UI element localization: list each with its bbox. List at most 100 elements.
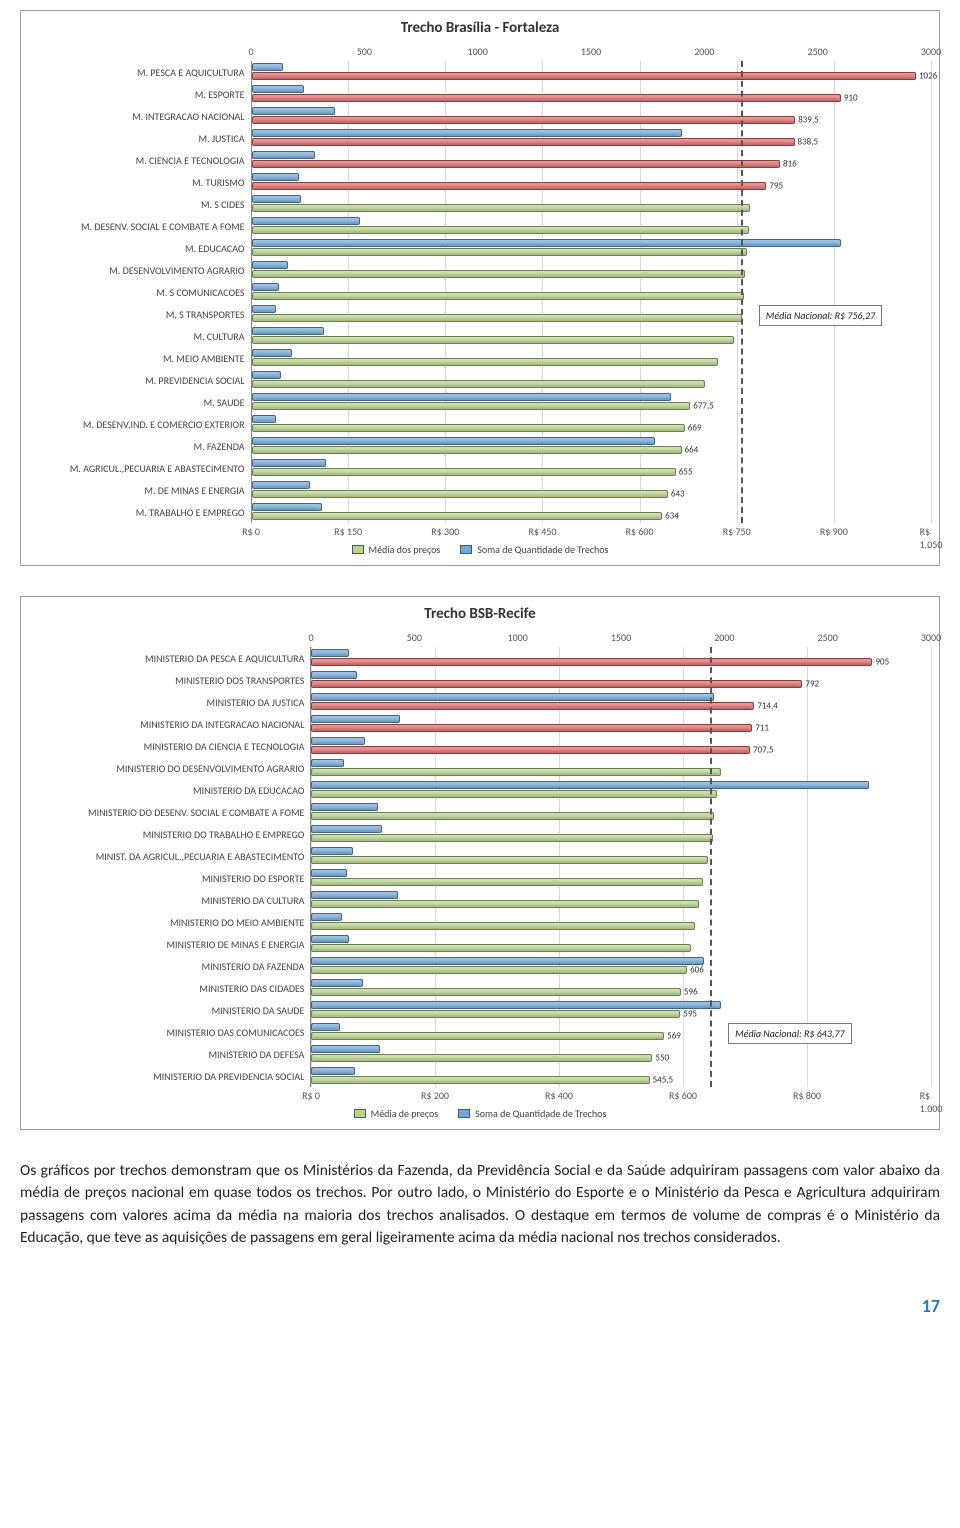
qty-bar [311, 935, 348, 943]
chart-row: M. AGRICUL.,PECUARIA E ABASTECIMENTO655 [31, 457, 929, 479]
chart-row: MINISTERIO DO DESENV. SOCIAL E COMBATE A… [31, 801, 929, 823]
qty-bar [311, 913, 342, 921]
bars-cell: 905 [310, 647, 929, 669]
bars-cell: 596 [310, 977, 929, 999]
price-bar [311, 680, 802, 688]
price-label: 643 [668, 489, 685, 500]
price-bar [311, 724, 752, 732]
qty-bar [252, 261, 288, 269]
mean-box: Média Nacional: R$ 643,77 [728, 1023, 851, 1044]
price-bar [252, 358, 718, 366]
chart-row: MINISTERIO DE MINAS E ENERGIA [31, 933, 929, 955]
category-label: M. INTEGRACAO NACIONAL [31, 105, 251, 127]
chart-row: MINISTERIO DA PESCA E AQUICULTURA905 [31, 647, 929, 669]
qty-bar [252, 437, 655, 445]
price-bar [252, 468, 676, 476]
qty-bar [252, 371, 281, 379]
qty-bar [252, 239, 841, 247]
qty-bar [311, 1023, 340, 1031]
bars-cell [310, 823, 929, 845]
chart-row: M. FAZENDA664 [31, 435, 929, 457]
category-label: MINISTERIO DA INTEGRACAO NACIONAL [31, 713, 310, 735]
price-bar [252, 204, 751, 212]
price-bar [252, 314, 743, 322]
price-bar [311, 922, 694, 930]
category-label: M. PREVIDENCIA SOCIAL [31, 369, 251, 391]
bars-cell: 711 [310, 713, 929, 735]
plot-area: MINISTERIO DA PESCA E AQUICULTURA905 MINI… [31, 647, 929, 1087]
price-bar [311, 1010, 680, 1018]
chart-row: MINISTERIO DA EDUCACAO [31, 779, 929, 801]
category-label: M. S CIDES [31, 193, 251, 215]
bars-cell [310, 889, 929, 911]
qty-bar [311, 1045, 379, 1053]
axis-tick: 500 [407, 631, 422, 644]
category-label: M. DE MINAS E ENERGIA [31, 479, 251, 501]
qty-bar [311, 847, 352, 855]
bars-cell: 1026 [251, 61, 929, 83]
qty-bar [252, 283, 279, 291]
legend-swatch [352, 545, 364, 554]
bars-cell: 795 [251, 171, 929, 193]
bars-cell: 550 [310, 1043, 929, 1065]
bars-cell: 792 [310, 669, 929, 691]
legend-item: Soma de Quantidade de Trechos [458, 1107, 606, 1120]
qty-bar [311, 737, 365, 745]
bars-cell: 714,4 [310, 691, 929, 713]
price-bar [311, 834, 713, 842]
bars-cell [251, 237, 929, 259]
legend-label: Soma de Quantidade de Trechos [475, 1107, 606, 1120]
legend-swatch [460, 545, 472, 554]
chart-row: M. DE MINAS E ENERGIA 643 [31, 479, 929, 501]
bars-cell: 677,5 [251, 391, 929, 413]
chart-row: M. S COMUNICACOES [31, 281, 929, 303]
price-label: 550 [652, 1053, 669, 1064]
category-label: MINISTERIO DAS COMUNICACOES [31, 1021, 310, 1043]
bars-cell: 910 [251, 83, 929, 105]
price-bar [252, 226, 749, 234]
price-bar [311, 768, 720, 776]
mean-box: Média Nacional: R$ 756,27 [759, 305, 882, 326]
axis-tick: R$ 300 [431, 525, 459, 538]
axis-tick: 1000 [468, 45, 488, 58]
analysis-paragraph: Os gráficos por trechos demonstram que o… [20, 1160, 940, 1250]
category-label: MINISTERIO DA FAZENDA [31, 955, 310, 977]
qty-bar [252, 481, 311, 489]
qty-bar [311, 715, 400, 723]
legend-swatch [354, 1109, 366, 1118]
qty-bar [252, 217, 361, 225]
category-label: M. CULTURA [31, 325, 251, 347]
category-label: M. JUSTICA [31, 127, 251, 149]
qty-bar [311, 671, 356, 679]
chart-row: MINISTERIO DO ESPORTE [31, 867, 929, 889]
bars-cell: 655 [251, 457, 929, 479]
bars-cell: 816 [251, 149, 929, 171]
chart-bsb-recife: Trecho BSB-Recife 05001000150020002500300… [20, 596, 940, 1130]
price-bar [252, 138, 795, 146]
category-label: MINISTERIO DO DESENVOLVIMENTO AGRARIO [31, 757, 310, 779]
top-axis: 050010001500200025003000 [311, 631, 931, 647]
category-label: M. S TRANSPORTES [31, 303, 251, 325]
price-label: 714,4 [754, 701, 778, 712]
chart-title: Trecho BSB-Recife [31, 605, 929, 623]
axis-tick: 2000 [694, 45, 714, 58]
axis-tick: 2500 [808, 45, 828, 58]
qty-bar [311, 869, 346, 877]
qty-bar [252, 305, 277, 313]
bars-cell: 643 [251, 479, 929, 501]
price-bar [311, 1032, 664, 1040]
bars-cell [310, 757, 929, 779]
bars-cell [251, 347, 929, 369]
bars-cell [251, 281, 929, 303]
category-label: MINISTERIO DA SAUDE [31, 999, 310, 1021]
category-label: M. SAUDE [31, 391, 251, 413]
chart-row: MINISTERIO DA JUSTICA 714,4 [31, 691, 929, 713]
price-bar [252, 270, 745, 278]
chart-row: M. INTEGRACAO NACIONAL839,5 [31, 105, 929, 127]
price-label: 596 [681, 987, 698, 998]
price-bar [311, 658, 872, 666]
category-label: M. TRABALHO E EMPREGO [31, 501, 251, 523]
chart-row: MINISTERIO DO DESENVOLVIMENTO AGRARIO [31, 757, 929, 779]
price-label: 669 [685, 423, 702, 434]
category-label: MINISTERIO DA JUSTICA [31, 691, 310, 713]
